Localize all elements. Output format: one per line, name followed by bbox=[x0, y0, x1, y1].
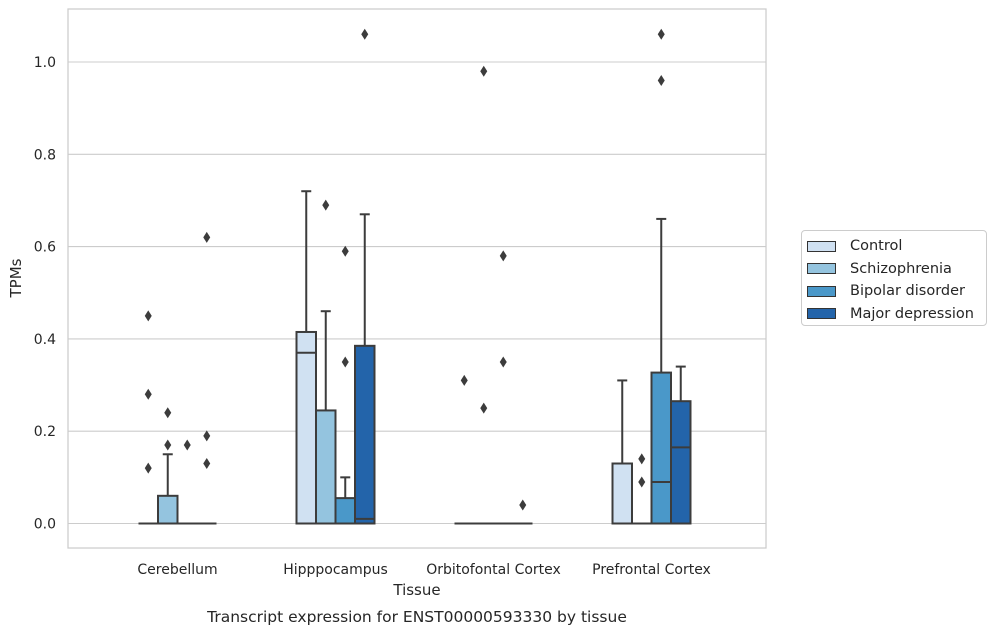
box-major-depression bbox=[670, 365, 692, 525]
outlier-point bbox=[519, 499, 527, 511]
box-bipolar-disorder bbox=[650, 28, 672, 525]
box-schizophrenia bbox=[474, 65, 494, 525]
legend-item: Major depression bbox=[807, 303, 986, 326]
legend: Control Schizophrenia Bipolar disorder Majo… bbox=[801, 230, 987, 326]
plot-frame bbox=[67, 8, 767, 549]
box-schizophrenia bbox=[315, 199, 337, 525]
outlier-point bbox=[361, 28, 369, 40]
outlier-point bbox=[203, 231, 211, 243]
legend-swatch bbox=[807, 263, 836, 275]
y-tick-label: 0.4 bbox=[34, 332, 56, 348]
outlier-point bbox=[480, 402, 488, 414]
outlier-point bbox=[164, 439, 172, 451]
box-body bbox=[334, 497, 356, 525]
x-tick-labels: Cerebellum Hipppocampus Orbitofontal Corte… bbox=[137, 562, 710, 578]
outlier-point bbox=[638, 453, 646, 465]
outlier-point bbox=[499, 356, 507, 368]
y-tick-label: 0.2 bbox=[34, 424, 56, 440]
outlier-point bbox=[480, 65, 488, 77]
box-schizophrenia bbox=[632, 453, 652, 525]
outlier-point bbox=[203, 458, 211, 470]
legend-swatch bbox=[807, 285, 836, 297]
x-tick-label: Prefrontal Cortex bbox=[592, 562, 711, 578]
box-major-depression bbox=[197, 231, 217, 525]
x-tick-label: Orbitofontal Cortex bbox=[426, 562, 561, 578]
box-schizophrenia bbox=[157, 407, 179, 525]
outlier-point bbox=[203, 430, 211, 442]
outlier-point bbox=[144, 462, 152, 474]
box-body bbox=[670, 400, 692, 525]
outlier-point bbox=[638, 476, 646, 488]
plot-background bbox=[68, 9, 766, 548]
box-body bbox=[611, 462, 633, 525]
y-axis-label: TPMs bbox=[7, 258, 25, 298]
box-bipolar-disorder bbox=[493, 250, 513, 525]
legend-label: Schizophrenia bbox=[850, 260, 952, 277]
legend-item: Schizophrenia bbox=[807, 258, 986, 281]
legend-label: Major depression bbox=[850, 305, 974, 322]
outlier-point bbox=[183, 439, 191, 451]
outlier-point bbox=[164, 407, 172, 419]
box-body bbox=[315, 409, 337, 525]
legend-swatch bbox=[807, 240, 836, 252]
x-tick-label: Hipppocampus bbox=[283, 562, 388, 578]
box-control bbox=[454, 374, 474, 525]
box-bipolar-disorder bbox=[334, 245, 356, 525]
outlier-point bbox=[499, 250, 507, 262]
x-axis-label: Tissue bbox=[392, 581, 440, 599]
box-body bbox=[295, 330, 317, 525]
box-control bbox=[611, 379, 633, 525]
box-series bbox=[138, 28, 692, 525]
box-bipolar-disorder bbox=[177, 439, 197, 525]
outlier-point bbox=[341, 245, 349, 257]
y-tick-labels: 0.0 0.2 0.4 0.6 0.8 1.0 bbox=[34, 55, 56, 533]
legend-item: Control bbox=[807, 235, 986, 258]
outlier-point bbox=[144, 388, 152, 400]
legend-item: Bipolar disorder bbox=[807, 280, 986, 303]
outlier-point bbox=[460, 374, 468, 386]
outlier-point bbox=[144, 310, 152, 322]
outlier-point bbox=[657, 74, 665, 86]
chart-title: Transcript expression for ENST0000059333… bbox=[206, 608, 627, 626]
y-tick-label: 0.0 bbox=[34, 517, 56, 533]
box-body bbox=[354, 344, 376, 525]
box-body bbox=[157, 494, 179, 525]
legend-label: Bipolar disorder bbox=[850, 283, 965, 300]
box-major-depression bbox=[513, 499, 533, 525]
y-tick-label: 0.8 bbox=[34, 147, 56, 163]
legend-label: Control bbox=[850, 238, 903, 255]
box-body bbox=[650, 371, 672, 525]
y-tick-label: 0.6 bbox=[34, 240, 56, 256]
outlier-point bbox=[322, 199, 330, 211]
y-tick-label: 1.0 bbox=[34, 55, 56, 71]
x-tick-label: Cerebellum bbox=[137, 562, 217, 578]
outlier-point bbox=[657, 28, 665, 40]
legend-swatch bbox=[807, 308, 836, 320]
outlier-point bbox=[341, 356, 349, 368]
box-control bbox=[295, 190, 317, 525]
box-control bbox=[138, 310, 158, 525]
box-major-depression bbox=[354, 28, 376, 525]
